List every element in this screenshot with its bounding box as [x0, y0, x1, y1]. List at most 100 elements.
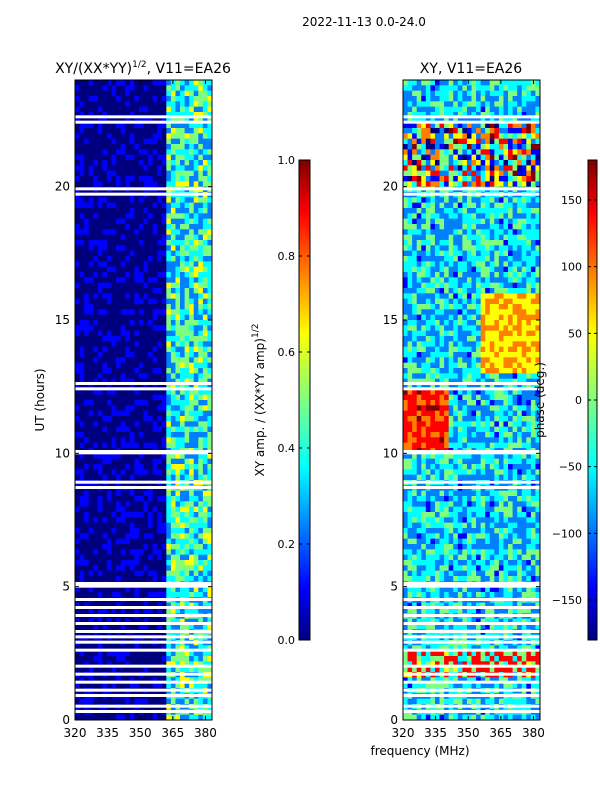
heatmap-cell: [480, 149, 486, 156]
heatmap-cell: [152, 453, 158, 460]
heatmap-cell: [166, 400, 172, 406]
heatmap-cell: [134, 256, 140, 262]
heatmap-cell: [75, 229, 80, 236]
heatmap-cell: [143, 346, 149, 353]
heatmap-cell: [202, 554, 208, 561]
heatmap-cell: [526, 293, 532, 300]
heatmap-cell: [84, 85, 90, 92]
heatmap-cell: [102, 437, 108, 444]
heatmap-cell: [88, 496, 94, 502]
heatmap-cell: [448, 218, 454, 225]
heatmap-cell: [152, 266, 158, 273]
heatmap-cell: [444, 293, 450, 300]
heatmap-cell: [184, 517, 190, 524]
heatmap-cell: [134, 405, 140, 412]
heatmap-cell: [134, 330, 140, 337]
heatmap-cell: [111, 288, 117, 294]
heatmap-cell: [93, 437, 99, 444]
heatmap-cell: [439, 106, 445, 113]
heatmap-cell: [189, 133, 195, 140]
heatmap-cell: [170, 394, 176, 401]
heatmap-cell: [129, 138, 135, 145]
heatmap-cell: [120, 341, 126, 348]
heatmap-cell: [120, 154, 126, 161]
heatmap-cell: [161, 250, 167, 257]
heatmap-cell: [485, 160, 491, 166]
heatmap-cell: [79, 677, 85, 684]
heatmap-cell: [79, 624, 85, 630]
heatmap-cell: [161, 80, 167, 86]
heatmap-cell: [434, 282, 440, 289]
heatmap-cell: [453, 160, 459, 166]
heatmap-cell: [166, 618, 172, 625]
heatmap-cell: [457, 90, 463, 97]
heatmap-cell: [498, 218, 504, 225]
heatmap-cell: [175, 618, 181, 625]
heatmap-cell: [106, 608, 112, 614]
heatmap-cell: [84, 458, 90, 465]
heatmap-cell: [120, 272, 126, 278]
heatmap-cell: [106, 528, 112, 534]
heatmap-cell: [134, 682, 140, 689]
heatmap-cell: [453, 133, 459, 140]
heatmap-cell: [439, 112, 445, 118]
heatmap-cell: [184, 544, 190, 550]
heatmap-cell: [444, 213, 450, 220]
heatmap-cell: [120, 282, 126, 289]
heatmap-cell: [466, 250, 472, 257]
heatmap-cell: [161, 570, 167, 577]
heatmap-cell: [125, 453, 131, 460]
heatmap-cell: [134, 298, 140, 305]
heatmap-cell: [116, 154, 122, 161]
heatmap-cell: [521, 128, 527, 134]
heatmap-cell: [207, 384, 212, 390]
heatmap-cell: [116, 565, 122, 572]
heatmap-cell: [535, 208, 540, 214]
heatmap-cell: [97, 586, 103, 593]
heatmap-cell: [88, 506, 94, 513]
heatmap-cell: [448, 138, 454, 145]
heatmap-cell: [75, 176, 80, 182]
heatmap-cell: [508, 245, 513, 252]
heatmap-cell: [202, 240, 208, 246]
heatmap-cell: [193, 213, 199, 220]
heatmap-cell: [189, 421, 195, 428]
heatmap-cell: [202, 517, 208, 524]
heatmap-cell: [102, 698, 108, 705]
heatmap-cell: [170, 698, 176, 705]
heatmap-cell: [425, 298, 431, 305]
heatmap-cell: [111, 197, 117, 204]
heatmap-cell: [79, 357, 85, 364]
heatmap-cell: [462, 96, 468, 102]
heatmap-cell: [138, 496, 144, 502]
heatmap-cell: [79, 378, 85, 385]
heatmap-cell: [97, 442, 103, 449]
heatmap-cell: [430, 165, 436, 172]
heatmap-cell: [193, 250, 199, 257]
heatmap-cell: [84, 144, 90, 150]
heatmap-cell: [111, 389, 117, 396]
heatmap-cell: [530, 229, 536, 236]
heatmap-cell: [79, 293, 85, 300]
heatmap-cell: [193, 208, 199, 214]
heatmap-cell: [170, 218, 176, 225]
heatmap-cell: [175, 213, 181, 220]
heatmap-cell: [102, 320, 108, 326]
heatmap-cell: [498, 181, 504, 188]
heatmap-cell: [407, 122, 413, 129]
heatmap-cell: [97, 202, 103, 209]
heatmap-cell: [143, 544, 149, 550]
heatmap-cell: [184, 432, 190, 438]
heatmap-cell: [75, 106, 80, 113]
heatmap-cell: [152, 512, 158, 518]
heatmap-cell: [152, 245, 158, 252]
heatmap-cell: [416, 133, 422, 140]
heatmap-cell: [75, 245, 80, 252]
heatmap-cell: [180, 496, 185, 502]
heatmap-cell: [97, 165, 103, 172]
heatmap-cell: [403, 133, 408, 140]
heatmap-cell: [457, 202, 463, 209]
heatmap-cell: [412, 208, 418, 214]
heatmap-cell: [120, 656, 126, 662]
heatmap-cell: [152, 197, 158, 204]
